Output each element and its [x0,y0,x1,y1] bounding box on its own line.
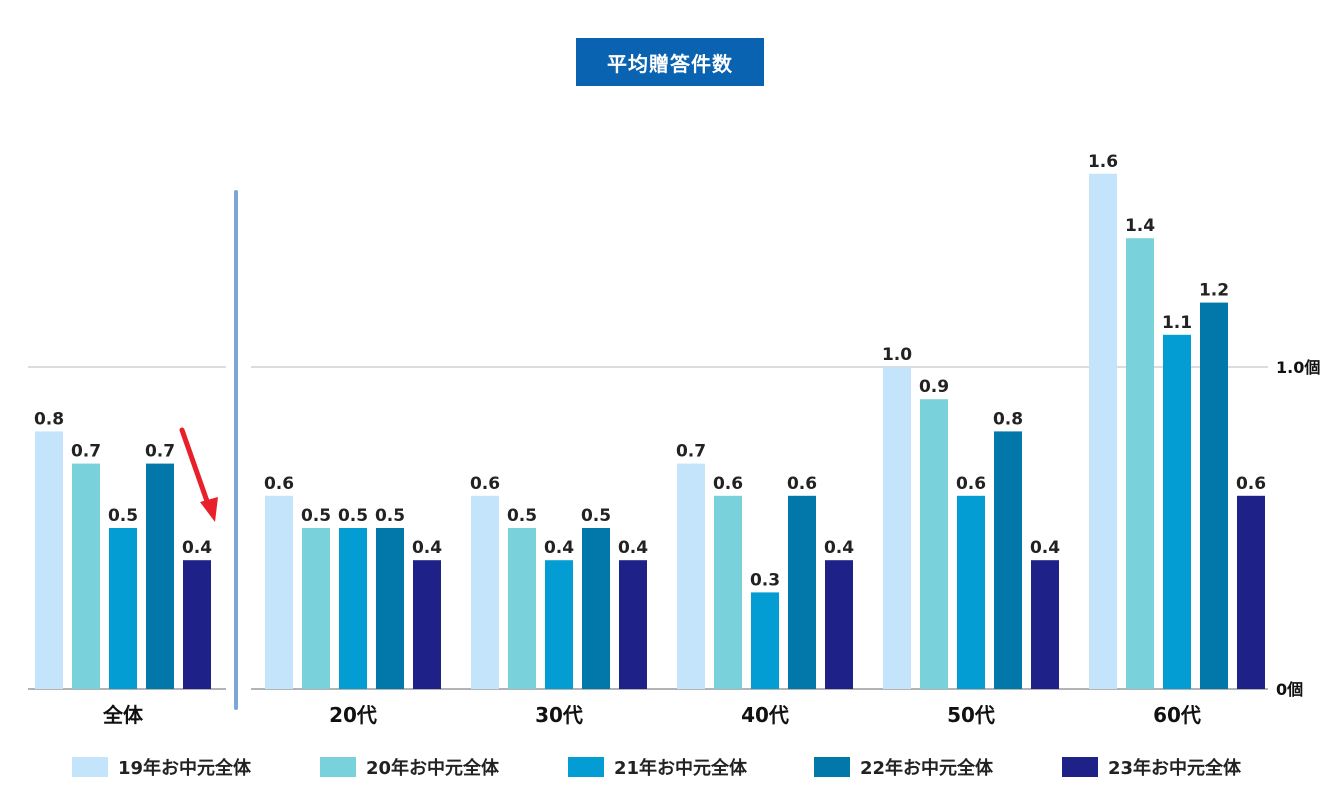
bar-value-label: 0.4 [182,538,212,558]
bar [265,495,293,689]
bar-value-label: 0.9 [919,377,949,397]
bar [302,528,330,689]
bar [545,560,573,689]
bar [788,495,816,689]
decrease-arrow-head [200,497,218,522]
legend-swatch [568,757,604,777]
bar [751,592,779,689]
bar-value-label: 0.6 [470,474,500,494]
bar [994,431,1022,689]
bar-value-label: 1.2 [1199,281,1229,301]
bar-value-label: 0.7 [676,442,706,462]
bar-value-label: 0.4 [1030,538,1060,558]
bar [619,560,647,689]
bar-value-label: 0.5 [375,506,405,526]
bar-value-label: 0.6 [956,474,986,494]
bar-value-label: 0.6 [787,474,817,494]
bar-value-label: 0.6 [1236,474,1266,494]
bar-value-label: 0.7 [71,442,101,462]
bar [35,431,63,689]
bar-value-label: 0.5 [507,506,537,526]
bar [183,560,211,689]
category-label: 40代 [741,703,789,727]
bar [109,528,137,689]
y-tick-label: 1.0個 [1276,358,1320,377]
category-label: 全体 [102,703,144,727]
bar-value-label: 0.6 [713,474,743,494]
category-label: 30代 [535,703,583,727]
y-tick-label: 0個 [1276,680,1303,699]
bar [825,560,853,689]
bar-value-label: 1.6 [1088,152,1118,172]
legend-swatch [1062,757,1098,777]
legend-label: 22年お中元全体 [860,757,994,779]
bar [1126,238,1154,689]
bar [957,495,985,689]
category-label: 60代 [1153,703,1201,727]
bar-value-label: 1.0 [882,345,912,365]
legend-label: 21年お中元全体 [614,757,748,779]
legend-label: 19年お中元全体 [118,757,252,779]
bar-value-label: 0.5 [108,506,138,526]
bar-value-label: 0.4 [412,538,442,558]
bar [376,528,404,689]
bar-value-label: 0.4 [544,538,574,558]
legend-label: 23年お中元全体 [1108,757,1242,779]
category-label: 50代 [947,703,995,727]
category-label: 20代 [329,703,377,727]
bar [413,560,441,689]
bar-value-label: 0.3 [750,570,780,590]
bar [1163,334,1191,689]
bar [471,495,499,689]
bar [72,463,100,689]
bar-value-label: 1.1 [1162,313,1192,333]
bar [920,399,948,689]
bar-value-label: 0.7 [145,442,175,462]
bar [339,528,367,689]
bar-value-label: 0.4 [824,538,854,558]
bar-value-label: 0.8 [34,409,64,429]
legend-swatch [814,757,850,777]
bar [146,463,174,689]
bar [883,367,911,689]
bar-value-label: 0.5 [581,506,611,526]
bar [1237,495,1265,689]
bar [677,463,705,689]
bar-value-label: 0.6 [264,474,294,494]
bar-value-label: 0.4 [618,538,648,558]
chart-title: 平均贈答件数 [576,38,764,86]
bar-value-label: 0.5 [338,506,368,526]
decrease-arrow-shaft [179,427,211,507]
bar [1031,560,1059,689]
bar [1089,173,1117,690]
legend-label: 20年お中元全体 [366,757,500,779]
bar [582,528,610,689]
bar [714,495,742,689]
bar [1200,302,1228,689]
bar-value-label: 1.4 [1125,216,1155,236]
bar-value-label: 0.8 [993,409,1023,429]
bar [508,528,536,689]
legend-swatch [72,757,108,777]
legend-swatch [320,757,356,777]
bar-value-label: 0.5 [301,506,331,526]
